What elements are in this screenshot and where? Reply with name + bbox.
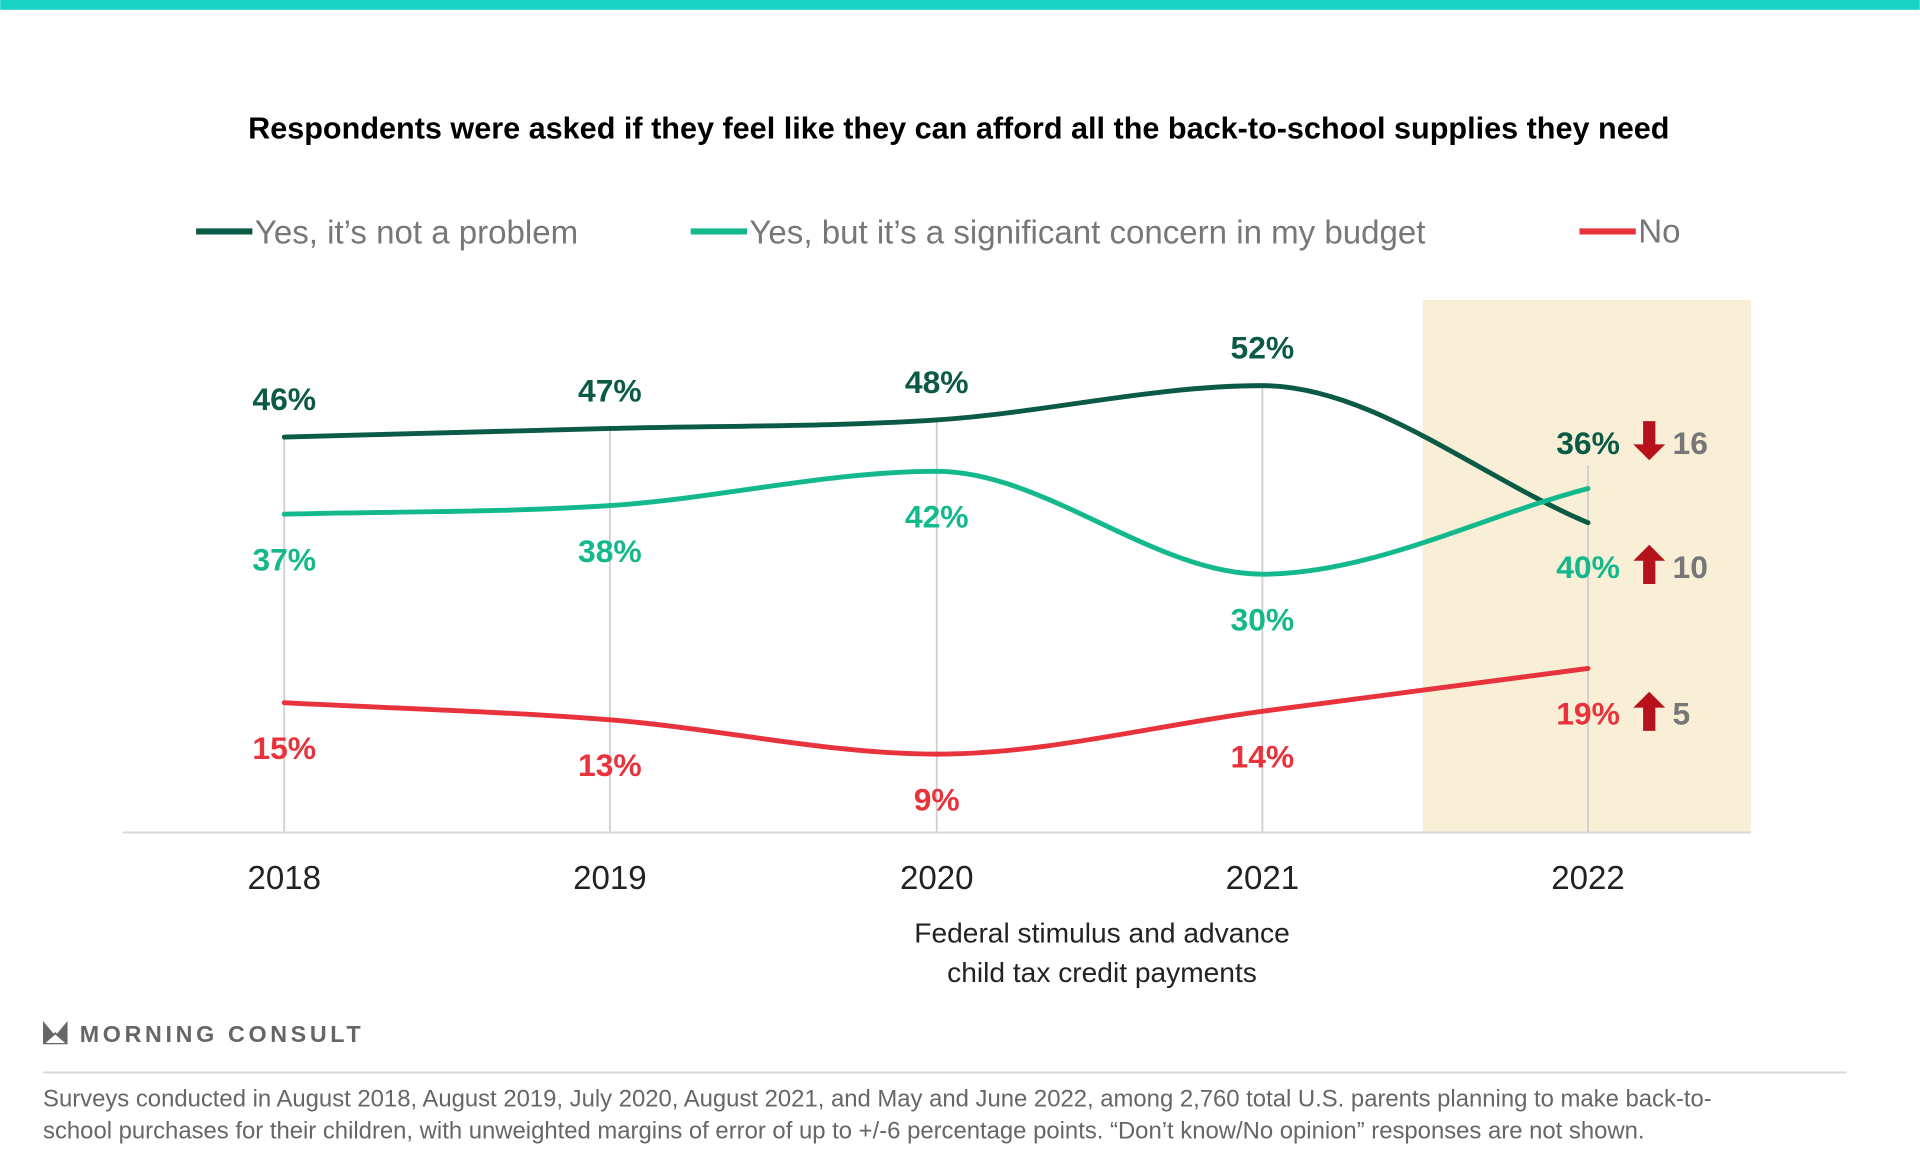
- top-accent-bar: [0, 0, 1920, 10]
- footnote-line-1: Surveys conducted in August 2018, August…: [43, 1086, 1712, 1113]
- data-label-1-2020: 42%: [905, 499, 969, 535]
- footnote-line-2: school purchases for their children, wit…: [43, 1118, 1644, 1145]
- x-tick-label-2019: 2019: [573, 860, 647, 897]
- data-label-0-2021: 52%: [1231, 330, 1295, 366]
- brand-name: MORNING CONSULT: [80, 1021, 365, 1047]
- highlight-2022: [1422, 299, 1751, 833]
- brand-logo: MORNING CONSULT: [43, 1021, 365, 1047]
- data-label-1-2022: 40%: [1556, 549, 1620, 585]
- data-label-1-2019: 38%: [578, 533, 642, 569]
- data-label-1-2018: 37%: [252, 541, 316, 577]
- legend-label-yes-not-problem: Yes, it’s not a problem: [255, 215, 578, 252]
- data-label-2-2020: 9%: [914, 781, 960, 817]
- data-label-2-2022: 19%: [1556, 696, 1620, 732]
- legend-label-yes-concern: Yes, but it’s a significant concern in m…: [749, 215, 1425, 252]
- data-label-1-2021: 30%: [1231, 601, 1295, 637]
- x-tick-label-2020: 2020: [900, 860, 974, 897]
- x-tick-label-2021: 2021: [1226, 860, 1300, 897]
- data-label-0-2020: 48%: [905, 364, 969, 400]
- series-line-2: [281, 665, 1591, 757]
- series-line-1: [281, 468, 1591, 577]
- data-label-2-2021: 14%: [1231, 739, 1295, 775]
- arrow-up-icon: [1633, 544, 1666, 584]
- data-label-2-2019: 13%: [578, 747, 642, 783]
- annotation-line-1: Federal stimulus and advance: [914, 918, 1289, 949]
- data-label-0-2019: 47%: [578, 373, 642, 409]
- data-label-0-2022: 36%: [1556, 425, 1620, 461]
- change-value-2: 5: [1673, 696, 1691, 732]
- arrow-down-icon: [1633, 421, 1666, 461]
- data-label-2-2018: 15%: [252, 730, 316, 766]
- legend: Yes, it’s not a problem Yes, but it’s a …: [196, 213, 1680, 252]
- change-value-0: 16: [1673, 425, 1708, 461]
- legend-label-no: No: [1638, 213, 1680, 250]
- chart-title: Respondents were asked if they feel like…: [248, 111, 1669, 145]
- series-line-0: [281, 383, 1591, 526]
- x-tick-label-2022: 2022: [1551, 860, 1625, 897]
- x-tick-label-2018: 2018: [247, 860, 321, 897]
- morning-consult-logo-icon: [43, 1021, 68, 1045]
- data-label-0-2018: 46%: [252, 381, 316, 417]
- change-value-1: 10: [1673, 549, 1708, 585]
- arrow-up-icon: [1633, 691, 1666, 731]
- annotation-line-2: child tax credit payments: [947, 957, 1257, 988]
